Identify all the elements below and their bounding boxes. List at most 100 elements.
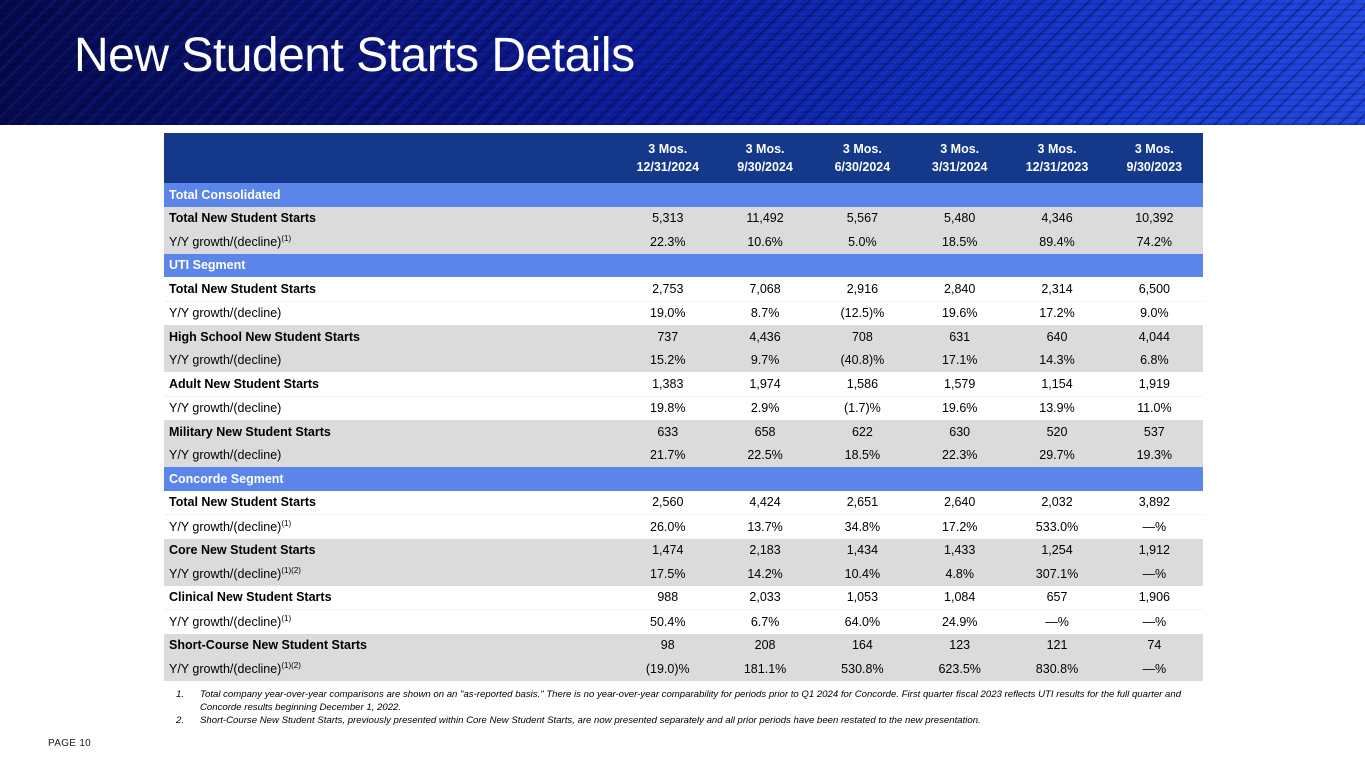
value-cell: 1,084	[911, 585, 1009, 610]
row-label-text: Total New Student Starts	[169, 495, 317, 510]
value-cell: —%	[1105, 657, 1203, 681]
row-label-column-header	[164, 133, 620, 183]
value-cell: (1.7)%	[813, 395, 912, 420]
row-label-text: Short-Course New Student Starts	[169, 638, 367, 653]
value-cell: 64.0%	[813, 609, 912, 634]
value-cell: 164	[813, 633, 912, 657]
column-header-9-30-2023: 3 Mos. 9/30/2023	[1105, 133, 1203, 183]
column-header-9-30-2024: 3 Mos. 9/30/2024	[716, 133, 814, 183]
column-duration: 3 Mos.	[1037, 142, 1077, 156]
table-row-uti-segment-yy-growth-1: Y/Y growth/(decline) 15.2% 9.7% (40.8)% 17.1…	[164, 348, 1203, 372]
row-label: Y/Y growth/(decline)(1)	[164, 609, 620, 634]
section-band-label: UTI Segment	[164, 253, 1203, 277]
footnote-reference: (1)(2)	[281, 660, 301, 670]
row-label: Y/Y growth/(decline)(1)(2)	[164, 657, 620, 681]
table-row-concorde-segment-clinical-new-student-starts: Clinical New Student Starts 988 2,033 1,053…	[164, 585, 1203, 610]
value-cell: 19.8%	[619, 395, 717, 420]
value-cell: 533.0%	[1008, 514, 1106, 539]
value-cell: 9.0%	[1105, 300, 1203, 325]
value-cell: 623.5%	[911, 657, 1009, 681]
row-label-text: Y/Y growth/(decline)	[169, 566, 282, 581]
value-cell: 89.4%	[1008, 230, 1106, 254]
value-cell: 4,424	[716, 490, 814, 515]
value-cell: 208	[716, 633, 814, 657]
row-label: Total New Student Starts	[164, 206, 620, 230]
table-row-concorde-segment-yy-growth-3: Y/Y growth/(decline)(1)(2) (19.0)% 181.1% 5…	[164, 657, 1203, 681]
table-row-concorde-segment-total-new-student-starts: Total New Student Starts 2,560 4,424 2,651 2…	[164, 490, 1203, 515]
value-cell: 11,492	[716, 206, 814, 230]
value-cell: 21.7%	[619, 443, 717, 467]
row-label: Y/Y growth/(decline)	[164, 300, 620, 325]
value-cell: 1,053	[813, 585, 912, 610]
table-row-total-consolidated-yy-growth-0: Y/Y growth/(decline)(1) 22.3% 10.6% 5.0% 18.…	[164, 230, 1203, 254]
value-cell: 4,346	[1008, 206, 1106, 230]
value-cell: 530.8%	[813, 657, 912, 681]
value-cell: 10.4%	[813, 562, 912, 586]
value-cell: 22.3%	[911, 443, 1009, 467]
value-cell: 13.7%	[716, 514, 814, 539]
value-cell: 10.6%	[716, 230, 814, 254]
value-cell: 29.7%	[1008, 443, 1106, 467]
value-cell: 1,919	[1105, 372, 1203, 396]
table-row-concorde-segment-short-course-new-student-starts: Short-Course New Student Starts 98 208 164 1…	[164, 633, 1203, 657]
page-number: PAGE 10	[48, 738, 92, 749]
value-cell: 121	[1008, 633, 1106, 657]
value-cell: 1,586	[813, 372, 912, 396]
column-duration: 3 Mos.	[648, 142, 688, 156]
value-cell: 14.3%	[1008, 348, 1106, 372]
column-header-6-30-2024: 3 Mos. 6/30/2024	[813, 133, 912, 183]
value-cell: 2,032	[1008, 490, 1106, 515]
table-row-uti-segment-yy-growth-2: Y/Y growth/(decline) 19.8% 2.9% (1.7)% 19.6%…	[164, 395, 1203, 420]
value-cell: 1,254	[1008, 538, 1106, 562]
value-cell: —%	[1008, 609, 1106, 634]
section-band-uti-segment: UTI Segment	[164, 253, 1203, 277]
table-row-concorde-segment-yy-growth-0: Y/Y growth/(decline)(1) 26.0% 13.7% 34.8% 17…	[164, 514, 1203, 539]
section-band-total-consolidated: Total Consolidated	[164, 183, 1203, 207]
value-cell: 5,480	[911, 206, 1009, 230]
value-cell: 1,579	[911, 372, 1009, 396]
row-label-text: Total New Student Starts	[169, 281, 317, 296]
footnote-text: Short-Course New Student Starts, previou…	[200, 715, 981, 726]
value-cell: 2,560	[619, 490, 717, 515]
value-cell: 6,500	[1105, 277, 1203, 301]
value-cell: 2,183	[716, 538, 814, 562]
row-label-text: Y/Y growth/(decline)	[169, 401, 282, 416]
row-label-text: Y/Y growth/(decline)	[169, 448, 282, 463]
value-cell: 307.1%	[1008, 562, 1106, 586]
value-cell: 631	[911, 325, 1009, 349]
value-cell: 4,436	[716, 325, 814, 349]
row-label: Total New Student Starts	[164, 277, 620, 301]
table-row-concorde-segment-yy-growth-2: Y/Y growth/(decline)(1) 50.4% 6.7% 64.0% 24.…	[164, 609, 1203, 634]
row-label-text: Y/Y growth/(decline)	[169, 661, 282, 676]
value-cell: 2,314	[1008, 277, 1106, 301]
value-cell: 5,313	[619, 206, 717, 230]
value-cell: —%	[1105, 562, 1203, 586]
value-cell: —%	[1105, 609, 1203, 634]
row-label: Clinical New Student Starts	[164, 585, 620, 610]
row-label: Adult New Student Starts	[164, 372, 620, 396]
column-period-end: 9/30/2023	[1126, 160, 1183, 174]
value-cell: 19.6%	[911, 300, 1009, 325]
column-period-end: 3/31/2024	[931, 160, 988, 174]
value-cell: 9.7%	[716, 348, 814, 372]
column-period-end: 12/31/2024	[636, 160, 700, 174]
value-cell: 3,892	[1105, 490, 1203, 515]
footnote-number: 1.	[176, 689, 185, 700]
title-banner: New Student Starts Details	[0, 0, 1365, 125]
value-cell: 6.8%	[1105, 348, 1203, 372]
table-header-row: 3 Mos. 12/31/2024 3 Mos. 9/30/2024 3 Mos. 6/3…	[164, 133, 1203, 183]
value-cell: 4,044	[1105, 325, 1203, 349]
row-label-text: Clinical New Student Starts	[169, 590, 332, 605]
value-cell: (19.0)%	[619, 657, 717, 681]
value-cell: 19.6%	[911, 395, 1009, 420]
footnotes: 1. Total company year-over-year compariso…	[176, 689, 1192, 729]
value-cell: 26.0%	[619, 514, 717, 539]
value-cell: 18.5%	[813, 443, 912, 467]
row-label-text: Y/Y growth/(decline)	[169, 234, 282, 249]
value-cell: 74.2%	[1105, 230, 1203, 254]
value-cell: 17.2%	[911, 514, 1009, 539]
column-duration: 3 Mos.	[1134, 142, 1174, 156]
row-label: Y/Y growth/(decline)	[164, 395, 620, 420]
value-cell: 2.9%	[716, 395, 814, 420]
footnote-number: 2.	[176, 715, 185, 726]
